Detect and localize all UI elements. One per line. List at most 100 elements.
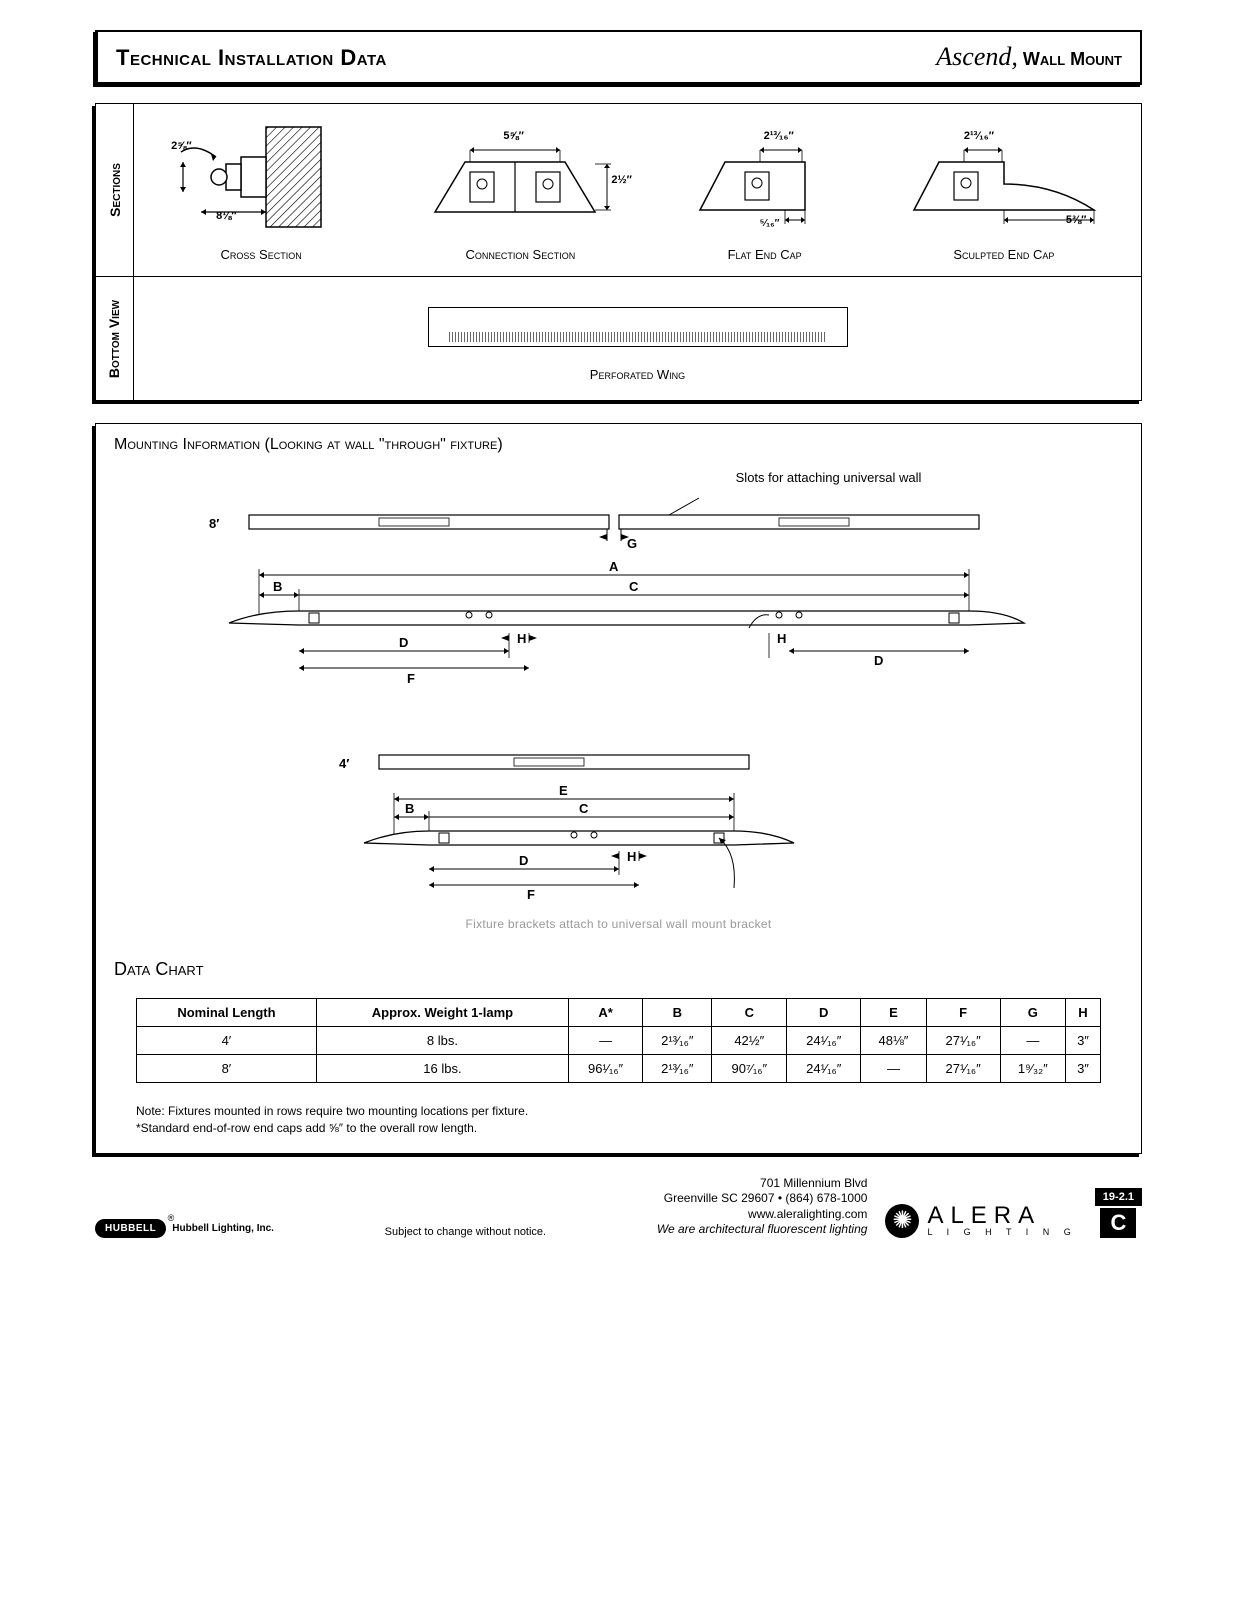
cross-section-caption: Cross Section: [221, 247, 302, 262]
svg-text:F: F: [527, 887, 535, 902]
dim-sculpt-top: 2¹³⁄₁₆″: [964, 130, 994, 142]
footer-disclaimer: Subject to change without notice.: [292, 1226, 639, 1238]
alera-logo: ALERA L I G H T I N G: [885, 1204, 1076, 1238]
table-cell: —: [1000, 1027, 1065, 1055]
perforated-wing-caption: Perforated Wing: [590, 367, 685, 382]
col-g: G: [1000, 999, 1065, 1027]
connection-section-caption: Connection Section: [466, 247, 576, 262]
svg-text:B: B: [273, 579, 282, 594]
table-cell: 27¹⁄₁₆″: [926, 1055, 1000, 1083]
table-cell: 1⁹⁄₃₂″: [1000, 1055, 1065, 1083]
table-cell: 2¹³⁄₁₆″: [643, 1027, 712, 1055]
sections-side-label: Sections: [96, 104, 134, 276]
product-suffix: Wall Mount: [1023, 49, 1122, 69]
svg-text:F: F: [407, 671, 415, 686]
svg-text:C: C: [629, 579, 639, 594]
table-cell: 16 lbs.: [316, 1055, 568, 1083]
dim-2-1-2: 2½″: [611, 174, 632, 186]
dim-8-1-8: 8⅛″: [216, 210, 237, 222]
data-table: Nominal Length Approx. Weight 1-lamp A* …: [136, 998, 1101, 1083]
sections-panel: Sections: [95, 103, 1142, 401]
cross-section-diagram: 2⅝″ 8⅛″: [171, 122, 351, 237]
mounting-body: Slots for attaching universal wall 8′ G: [96, 460, 1141, 951]
svg-text:G: G: [627, 536, 637, 551]
alera-sun-icon: [885, 1204, 919, 1238]
svg-text:C: C: [579, 801, 589, 816]
footer: HUBBELL ® Hubbell Lighting, Inc. Subject…: [95, 1176, 1142, 1238]
col-e: E: [861, 999, 926, 1027]
page-code: 19-2.1 C: [1095, 1188, 1142, 1238]
perforated-wing-diagram: [428, 307, 848, 347]
svg-text:H: H: [627, 849, 636, 864]
footer-address: 701 Millennium Blvd Greenville SC 29607 …: [657, 1176, 868, 1238]
svg-text:D: D: [874, 653, 883, 668]
col-d: D: [787, 999, 861, 1027]
mounting-panel: Mounting Information (Looking at wall "t…: [95, 423, 1142, 1154]
col-c: C: [712, 999, 787, 1027]
table-cell: 2¹³⁄₁₆″: [643, 1055, 712, 1083]
dim-5-5-8: 5⅝″: [503, 130, 524, 142]
connection-section-diagram: 5⅝″ 2½″: [415, 132, 625, 237]
mount-8ft-diagram: 8′ G: [209, 493, 1029, 713]
col-a: A*: [569, 999, 643, 1027]
data-table-wrap: Nominal Length Approx. Weight 1-lamp A* …: [96, 998, 1141, 1097]
addr-2: Greenville SC 29607 • (864) 678-1000: [657, 1191, 868, 1207]
svg-text:A: A: [609, 559, 619, 574]
col-h: H: [1065, 999, 1100, 1027]
header-product: Ascend, Wall Mount: [936, 42, 1122, 72]
dim-sculpt-bot: 5⅜″: [1066, 214, 1087, 226]
flat-cap-caption: Flat End Cap: [728, 247, 802, 262]
addr-tagline: We are architectural fluorescent lightin…: [657, 1222, 868, 1238]
label-8ft: 8′: [209, 516, 219, 531]
svg-text:D: D: [399, 635, 408, 650]
hubbell-logo: HUBBELL ® Hubbell Lighting, Inc.: [95, 1219, 274, 1238]
product-script: Ascend,: [936, 42, 1018, 71]
note-2: *Standard end-of-row end caps add ⅝″ to …: [136, 1120, 1101, 1137]
bottom-view-row: Bottom View Perforated Wing: [96, 277, 1141, 400]
sections-content: 2⅝″ 8⅛″ Cross Section: [134, 104, 1141, 276]
reg-mark: ®: [168, 1213, 175, 1223]
cross-section-item: 2⅝″ 8⅛″ Cross Section: [171, 122, 351, 262]
alera-name: ALERA: [927, 1204, 1076, 1228]
hubbell-company: Hubbell Lighting, Inc.: [172, 1223, 274, 1234]
page: Technical Installation Data Ascend, Wall…: [95, 30, 1142, 1238]
addr-1: 701 Millennium Blvd: [657, 1176, 868, 1192]
sculpt-cap-caption: Sculpted End Cap: [953, 247, 1054, 262]
table-row: 8′16 lbs.96¹⁄₁₆″2¹³⁄₁₆″90⁷⁄₁₆″24¹⁄₁₆″—27…: [137, 1055, 1101, 1083]
svg-text:H: H: [777, 631, 786, 646]
svg-text:D: D: [519, 853, 528, 868]
mounting-title: Mounting Information (Looking at wall "t…: [96, 424, 1141, 460]
sections-row: Sections: [96, 104, 1141, 277]
table-cell: 96¹⁄₁₆″: [569, 1055, 643, 1083]
svg-text:H: H: [517, 631, 526, 646]
bottom-view-side-label: Bottom View: [96, 277, 134, 400]
dim-flat-bot: ⁵⁄₁₆″: [760, 218, 780, 229]
table-cell: 3″: [1065, 1027, 1100, 1055]
flat-cap-item: 2¹³⁄₁₆″ ⁵⁄₁₆″ Flat End Cap: [690, 132, 840, 262]
header-bar: Technical Installation Data Ascend, Wall…: [95, 30, 1142, 85]
data-chart-title: Data Chart: [96, 951, 1141, 998]
col-nominal: Nominal Length: [137, 999, 317, 1027]
bracket-note-faded: Fixture brackets attach to universal wal…: [126, 917, 1111, 931]
addr-3: www.aleralighting.com: [657, 1207, 868, 1223]
table-cell: 42½″: [712, 1027, 787, 1055]
svg-text:E: E: [559, 783, 568, 798]
flat-cap-diagram: 2¹³⁄₁₆″ ⁵⁄₁₆″: [690, 132, 840, 237]
table-cell: 8′: [137, 1055, 317, 1083]
note-1: Note: Fixtures mounted in rows require t…: [136, 1103, 1101, 1120]
alera-sub: L I G H T I N G: [927, 1228, 1076, 1237]
page-code-bot: C: [1100, 1208, 1136, 1238]
table-cell: 27¹⁄₁₆″: [926, 1027, 1000, 1055]
table-row: 4′8 lbs.—2¹³⁄₁₆″42½″24¹⁄₁₆″48⅛″27¹⁄₁₆″—3…: [137, 1027, 1101, 1055]
dim-flat-top: 2¹³⁄₁₆″: [764, 130, 794, 142]
table-cell: 48⅛″: [861, 1027, 926, 1055]
table-cell: 3″: [1065, 1055, 1100, 1083]
svg-text:B: B: [405, 801, 414, 816]
table-cell: —: [569, 1027, 643, 1055]
table-cell: 4′: [137, 1027, 317, 1055]
table-cell: 8 lbs.: [316, 1027, 568, 1055]
slot-note: Slots for attaching universal wall: [546, 470, 1111, 485]
hubbell-badge: HUBBELL: [95, 1219, 166, 1238]
alera-text: ALERA L I G H T I N G: [927, 1204, 1076, 1237]
col-b: B: [643, 999, 712, 1027]
